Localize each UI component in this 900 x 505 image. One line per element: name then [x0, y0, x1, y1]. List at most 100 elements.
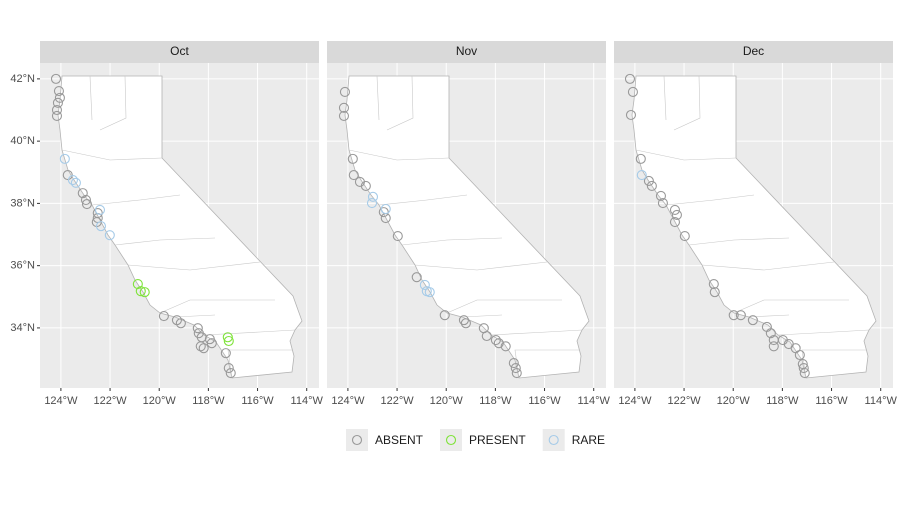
y-tick-label: 42°N: [10, 73, 35, 85]
point: [222, 332, 233, 343]
point: [52, 97, 63, 108]
legend-symbol: [351, 434, 363, 446]
point: [646, 180, 657, 192]
point: [54, 92, 65, 103]
point: [80, 194, 92, 206]
point: [380, 203, 391, 215]
legend-symbol: [548, 434, 559, 446]
strip-label: Dec: [743, 44, 764, 58]
legend-key: [542, 429, 565, 451]
point: [709, 287, 720, 298]
point: [158, 311, 169, 322]
point: [747, 315, 758, 326]
point: [510, 363, 521, 374]
point: [511, 368, 522, 379]
point: [198, 343, 209, 354]
point: [338, 110, 350, 121]
x-tick-label: 122°W: [380, 395, 414, 407]
x-tick-label: 118°W: [766, 395, 799, 407]
point: [51, 110, 63, 121]
strip-label: Nov: [456, 44, 477, 58]
point: [50, 73, 62, 84]
point: [81, 198, 93, 210]
point: [367, 191, 379, 202]
x-tick-label: 116°W: [241, 395, 274, 407]
point: [424, 287, 435, 298]
point: [490, 335, 501, 346]
point: [77, 188, 88, 199]
point: [508, 358, 519, 369]
point: [139, 287, 150, 298]
point: [794, 349, 805, 361]
x-tick-label: 118°W: [479, 395, 512, 407]
point: [500, 341, 511, 352]
y-tick-label: 34°N: [10, 322, 35, 334]
point: [798, 363, 809, 374]
point: [627, 86, 638, 98]
point: [460, 318, 471, 329]
point: [192, 323, 203, 334]
strip: [614, 41, 893, 63]
point: [225, 368, 236, 379]
point: [51, 104, 63, 116]
x-tick-label: 116°W: [528, 395, 561, 407]
point: [135, 286, 146, 297]
x-tick-label: 124°W: [618, 395, 652, 407]
point: [728, 310, 739, 321]
point: [220, 348, 231, 359]
point: [366, 198, 378, 209]
strip-label: Oct: [170, 44, 189, 58]
strip: [327, 41, 606, 63]
point: [223, 363, 234, 374]
point: [360, 180, 371, 192]
x-tick-label: 114°W: [291, 395, 324, 407]
y-tick-label: 40°N: [10, 135, 35, 147]
point: [348, 170, 359, 181]
legend-label: PRESENT: [469, 433, 526, 447]
point: [53, 85, 64, 97]
point: [175, 318, 186, 329]
legend-label: ABSENT: [375, 433, 424, 447]
point: [392, 231, 403, 242]
y-tick-label: 38°N: [10, 197, 35, 209]
point: [339, 86, 350, 98]
x-tick-label: 116°W: [815, 395, 848, 407]
legend: ABSENT PRESENT RARE: [346, 429, 605, 451]
point: [624, 73, 636, 84]
point: [625, 109, 637, 121]
point: [59, 153, 70, 164]
legend-key: [346, 429, 368, 451]
point: [669, 204, 681, 215]
point: [338, 102, 350, 113]
x-tick-label: 120°W: [430, 395, 464, 407]
point: [132, 278, 143, 290]
point: [768, 341, 779, 352]
point: [104, 230, 115, 241]
point: [458, 315, 469, 326]
point: [671, 209, 682, 220]
point: [765, 328, 776, 339]
x-tick-label: 120°W: [143, 395, 177, 407]
x-tick-label: 124°W: [331, 395, 365, 407]
point: [679, 231, 690, 242]
x-tick-label: 120°W: [717, 395, 751, 407]
legend-symbol: [445, 434, 457, 446]
x-tick-label: 114°W: [865, 395, 898, 407]
point: [657, 198, 668, 209]
point: [195, 341, 206, 352]
strip: [40, 41, 319, 63]
point: [708, 278, 719, 290]
point: [67, 174, 78, 186]
point: [206, 338, 217, 349]
point: [95, 221, 107, 232]
point: [635, 153, 646, 164]
legend-key: [440, 429, 463, 451]
point: [223, 335, 234, 347]
x-tick-label: 114°W: [578, 395, 611, 407]
point: [655, 190, 667, 201]
point: [799, 368, 810, 379]
point: [70, 177, 81, 188]
point: [643, 175, 654, 187]
legend-label: RARE: [572, 433, 605, 447]
